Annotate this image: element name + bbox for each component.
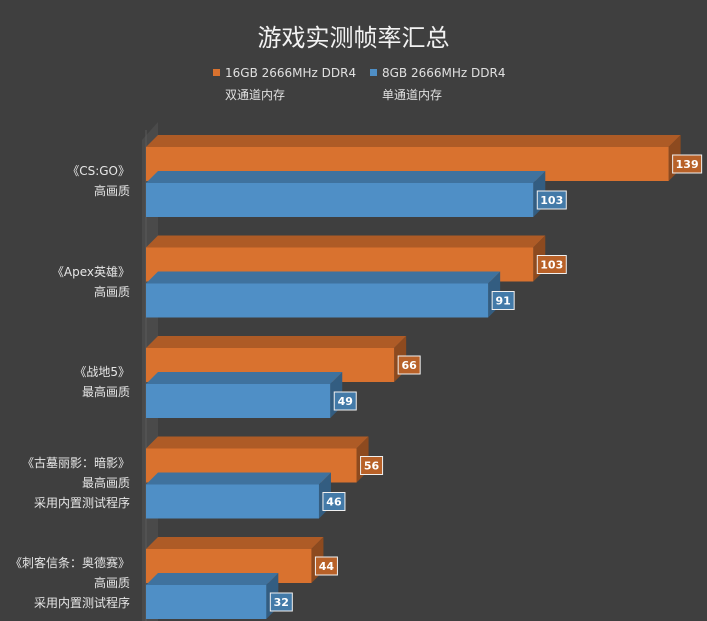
legend-swatch-series-1 [213, 69, 220, 76]
data-label-box-3-1 [322, 492, 346, 511]
data-label-box-1-1 [491, 291, 515, 310]
bar-top-0-1 [146, 171, 546, 183]
legend-label-series-2: 8GB 2666MHz DDR4 [382, 66, 506, 80]
bar-top-4-1 [146, 573, 279, 585]
category-label-line: 采用内置测试程序 [33, 596, 130, 610]
category-label-line: 高画质 [93, 284, 130, 299]
data-label-1-1: 91 [496, 295, 511, 308]
data-label-3-1: 46 [326, 496, 342, 509]
bar-top-2-0 [146, 336, 407, 348]
bar-2-1 [146, 384, 331, 418]
category-label: 《古墓丽影：暗影》最高画质采用内置测试程序 [2, 453, 130, 513]
legend-sublabel-series-1: 双通道内存 [225, 88, 286, 102]
legend-label-series-1: 16GB 2666MHz DDR4 [225, 66, 357, 80]
category-label-line: 《CS:GO》 [67, 164, 130, 178]
data-label-box-1-0 [536, 255, 567, 274]
bar-top-4-0 [146, 537, 324, 549]
data-label-0-0: 139 [676, 158, 699, 171]
legend-swatch-series-2 [370, 69, 377, 76]
category-label-line: 采用内置测试程序 [33, 495, 130, 510]
category-label: 《战地5》最高画质 [2, 362, 130, 402]
legend-sublabel-series-2: 单通道内存 [382, 88, 443, 102]
category-label: 《CS:GO》高画质 [2, 161, 130, 201]
category-label-line: 《刺客信条：奥德赛》 [9, 556, 130, 570]
data-label-0-1: 103 [540, 194, 563, 207]
bar-1-1 [146, 283, 489, 318]
chart-title: 游戏实测帧率汇总 [257, 24, 450, 52]
data-label-box-0-1 [536, 190, 567, 210]
data-label-3-0: 56 [364, 460, 380, 473]
category-label-line: 最高画质 [81, 385, 130, 399]
bar-3-1 [146, 484, 319, 519]
data-label-box-4-1 [269, 592, 293, 612]
bar-top-3-1 [146, 472, 331, 485]
bar-0-1 [146, 183, 534, 217]
category-label-line: 高画质 [93, 576, 130, 590]
legend-item-series-2: 8GB 2666MHz DDR4 单通道内存 [370, 62, 505, 106]
data-label-2-1: 49 [338, 395, 353, 408]
data-label-2-0: 66 [402, 359, 418, 372]
bar-top-0-0 [146, 135, 681, 147]
data-label-box-2-0 [397, 355, 421, 375]
category-label-line: 《Apex英雄》 [51, 264, 130, 279]
category-label-line: 《古墓丽影：暗影》 [21, 455, 130, 470]
category-label: 《刺客信条：奥德赛》高画质采用内置测试程序 [2, 553, 130, 613]
category-label-line: 高画质 [93, 184, 130, 198]
data-label-box-0-0 [672, 154, 703, 174]
data-label-box-4-0 [314, 556, 338, 576]
bar-4-1 [146, 585, 267, 619]
category-label: 《Apex英雄》高画质 [2, 262, 130, 302]
category-label-line: 最高画质 [81, 475, 130, 490]
bar-top-3-0 [146, 436, 369, 449]
legend-item-series-1: 16GB 2666MHz DDR4 双通道内存 [213, 62, 356, 106]
bar-top-1-0 [146, 235, 546, 248]
bar-top-1-1 [146, 271, 501, 284]
data-label-4-0: 44 [319, 560, 335, 573]
data-label-1-0: 103 [540, 259, 563, 272]
category-label-line: 《战地5》 [74, 365, 130, 379]
data-label-box-3-0 [360, 456, 384, 475]
data-label-4-1: 32 [274, 596, 289, 609]
bar-top-2-1 [146, 372, 343, 384]
data-label-box-2-1 [333, 391, 357, 411]
